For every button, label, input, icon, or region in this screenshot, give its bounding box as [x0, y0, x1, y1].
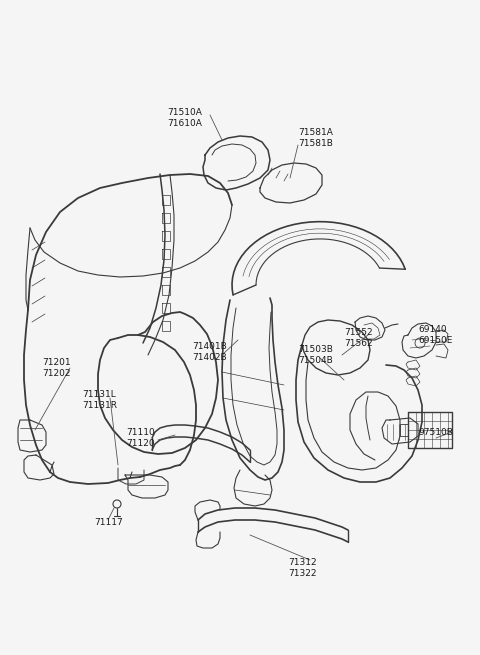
Text: 71401B
71402B: 71401B 71402B: [192, 342, 227, 362]
Text: 71581A
71581B: 71581A 71581B: [298, 128, 333, 148]
Text: 71201
71202: 71201 71202: [42, 358, 71, 378]
Text: 97510B: 97510B: [418, 428, 453, 437]
Text: 71510A
71610A: 71510A 71610A: [168, 108, 203, 128]
Text: 71552
71562: 71552 71562: [344, 328, 372, 348]
Text: 71110
71120: 71110 71120: [126, 428, 155, 448]
Text: 71117: 71117: [94, 518, 123, 527]
Text: 69140
69150E: 69140 69150E: [418, 325, 452, 345]
Text: 71312
71322: 71312 71322: [288, 558, 317, 578]
Text: 71503B
71504B: 71503B 71504B: [298, 345, 333, 365]
Text: 71131L
71131R: 71131L 71131R: [82, 390, 117, 410]
